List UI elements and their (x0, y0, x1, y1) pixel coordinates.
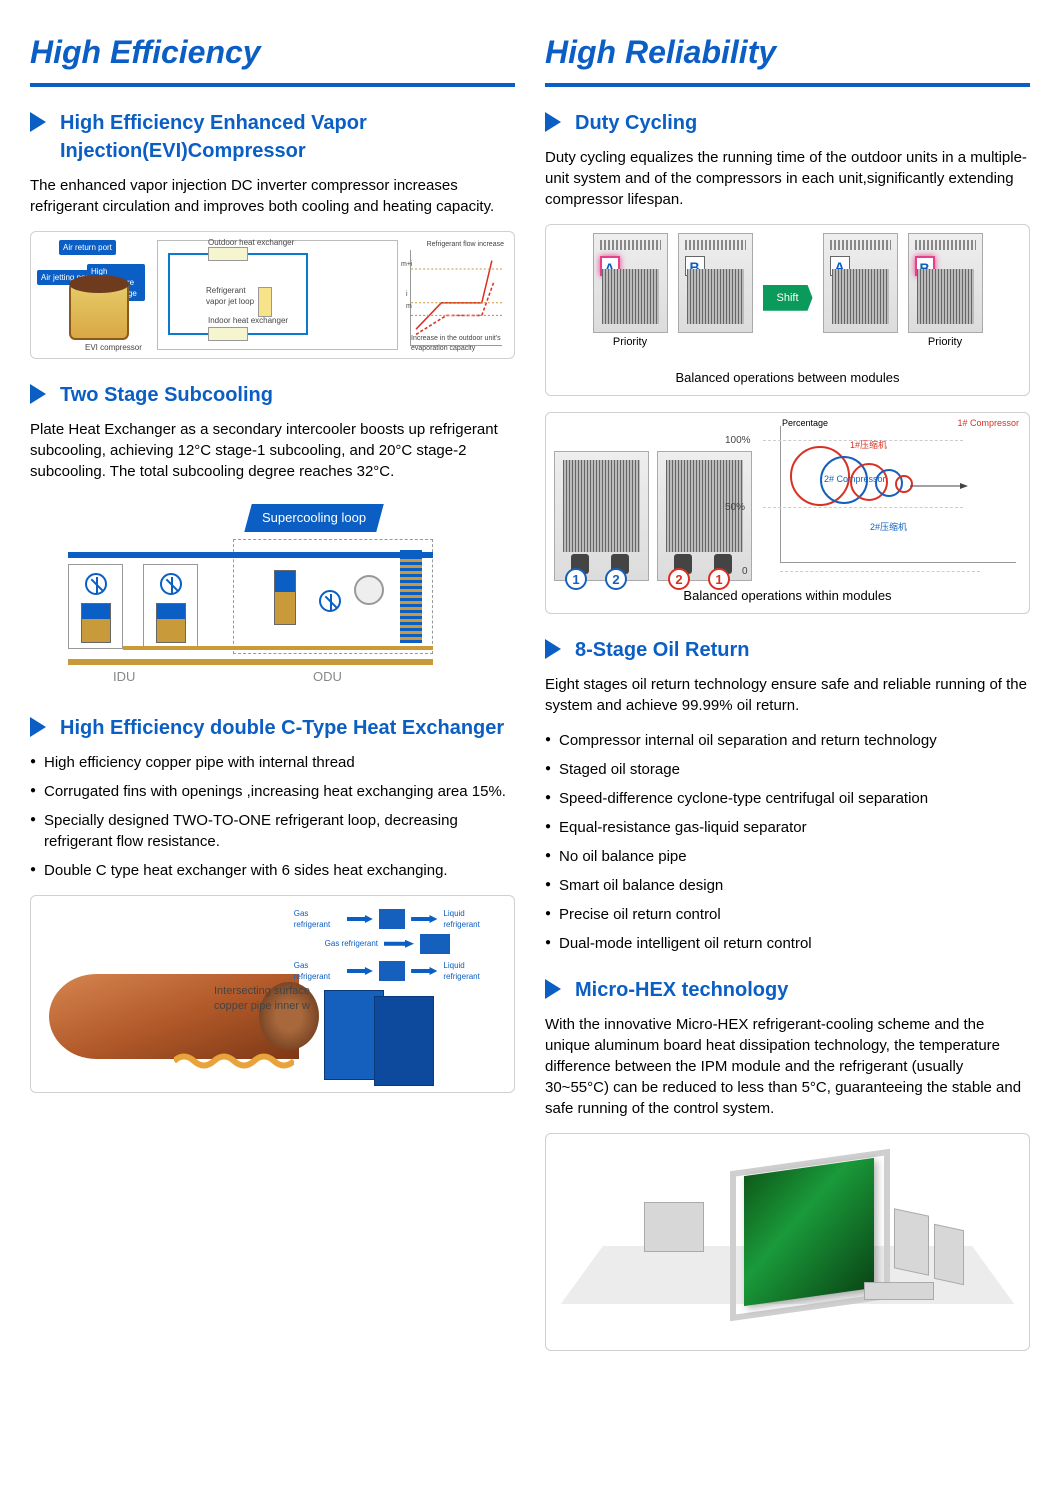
subhead-ctype-title: High Efficiency double C-Type Heat Excha… (60, 714, 504, 742)
bullet-item: No oil balance pipe (545, 846, 1030, 867)
oil-bullets: Compressor internal oil separation and r… (545, 730, 1030, 954)
figure-balanced-within: 1 2 2 1 Percentage 1# Compressor 100% 50… (545, 412, 1030, 614)
oil-body: Eight stages oil return technology ensur… (545, 674, 1030, 716)
subhead-duty-title: Duty Cycling (575, 109, 697, 137)
badge-supercooling: Supercooling loop (244, 504, 384, 532)
right-column: High Reliability Duty Cycling Duty cycli… (545, 30, 1030, 1367)
label-priority: Priority (928, 335, 962, 350)
figure-ctype: Intersecting surface copper pipe inner w… (30, 895, 515, 1093)
subhead-subcool: Two Stage Subcooling (30, 381, 515, 409)
outdoor-unit-icon: A (593, 233, 668, 333)
bullet-item: Staged oil storage (545, 759, 1030, 780)
subcool-body: Plate Heat Exchanger as a secondary inte… (30, 419, 515, 482)
figure-evi: Air return port Air jetting port High te… (30, 231, 515, 359)
outdoor-unit-icon: 1 2 (554, 451, 649, 581)
outdoor-unit-icon: 2 1 (657, 451, 752, 581)
left-column: High Efficiency High Efficiency Enhanced… (30, 30, 515, 1367)
tag-air-return: Air return port (59, 240, 116, 255)
figure-microhex (545, 1133, 1030, 1351)
outdoor-unit-icon: B (678, 233, 753, 333)
label-idu: IDU (113, 668, 135, 686)
subhead-evi-title: High Efficiency Enhanced Vapor Injection… (60, 109, 515, 165)
bullet-item: Speed-difference cyclone-type centrifuga… (545, 788, 1030, 809)
tag-evi: EVI compressor (81, 340, 146, 355)
triangle-icon (545, 112, 561, 132)
subhead-subcool-title: Two Stage Subcooling (60, 381, 273, 409)
bullet-item: High efficiency copper pipe with interna… (30, 752, 515, 773)
caption-balanced-within: Balanced operations within modules (554, 587, 1021, 605)
subhead-evi: High Efficiency Enhanced Vapor Injection… (30, 109, 515, 165)
subhead-microhex-title: Micro-HEX technology (575, 976, 788, 1004)
bullet-item: Corrugated fins with openings ,increasin… (30, 781, 515, 802)
evi-graph: Refrigerant flow increase m+i i m Inc (406, 240, 506, 350)
shift-arrow-icon: Shift (763, 285, 813, 311)
heat-panel-icon (744, 1158, 874, 1306)
heading-high-reliability: High Reliability (545, 30, 1030, 87)
duty-body: Duty cycling equalizes the running time … (545, 147, 1030, 210)
microhex-body: With the innovative Micro-HEX refrigeran… (545, 1014, 1030, 1119)
triangle-icon (30, 384, 46, 404)
figure-balanced-modules: A Priority B Shift A B Priority Balanced… (545, 224, 1030, 396)
subhead-ctype: High Efficiency double C-Type Heat Excha… (30, 714, 515, 742)
subhead-microhex: Micro-HEX technology (545, 976, 1030, 1004)
label-priority: Priority (613, 335, 647, 350)
bullet-item: Dual-mode intelligent oil return control (545, 933, 1030, 954)
evi-body: The enhanced vapor injection DC inverter… (30, 175, 515, 217)
triangle-icon (545, 639, 561, 659)
evi-circuit-diagram: Outdoor heat exchanger Refrigerant vapor… (157, 240, 398, 350)
bullet-item: Equal-resistance gas-liquid separator (545, 817, 1030, 838)
outdoor-unit-icon: A (823, 233, 898, 333)
bullet-item: Specially designed TWO-TO-ONE refrigeran… (30, 810, 515, 852)
subhead-oil: 8-Stage Oil Return (545, 636, 1030, 664)
triangle-icon (30, 112, 46, 132)
triangle-icon (545, 979, 561, 999)
bullet-item: Compressor internal oil separation and r… (545, 730, 1030, 751)
triangle-icon (30, 717, 46, 737)
label-odu: ODU (313, 668, 342, 686)
bullet-item: Smart oil balance design (545, 875, 1030, 896)
subhead-oil-title: 8-Stage Oil Return (575, 636, 749, 664)
percentage-chart: Percentage 1# Compressor 100% 50% 0 1#压缩… (760, 421, 1021, 581)
ctype-bullets: High efficiency copper pipe with interna… (30, 752, 515, 881)
bullet-item: Double C type heat exchanger with 6 side… (30, 860, 515, 881)
subhead-duty: Duty Cycling (545, 109, 1030, 137)
caption-balanced-modules: Balanced operations between modules (554, 369, 1021, 387)
figure-subcool: Supercooling loop IDU (30, 496, 515, 692)
evi-compressor-diagram: Air return port Air jetting port High te… (39, 240, 149, 350)
heading-high-efficiency: High Efficiency (30, 30, 515, 87)
outdoor-unit-icon: B (908, 233, 983, 333)
bullet-item: Precise oil return control (545, 904, 1030, 925)
